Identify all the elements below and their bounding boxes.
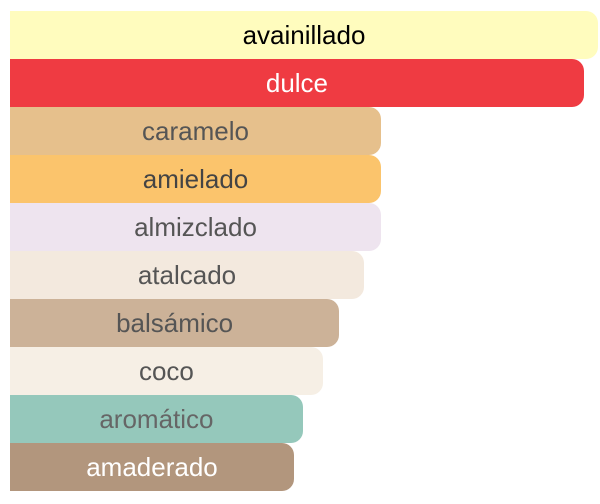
- bar-atalcado: atalcado: [10, 251, 364, 299]
- bar-almizclado: almizclado: [10, 203, 382, 251]
- bar-label: avainillado: [242, 19, 366, 50]
- bar-label: dulce: [265, 67, 329, 98]
- bar-dulce: dulce: [10, 59, 584, 107]
- bar-label: caramelo: [142, 115, 249, 146]
- bar-label: coco: [138, 355, 194, 386]
- bar-label: atalcado: [137, 259, 237, 290]
- bar-aromático: aromático: [10, 395, 303, 443]
- accords-bar-chart: avainillado dulce caramelo amielado almizcla…: [10, 11, 598, 491]
- bar-label: almizclado: [134, 211, 257, 242]
- bar-label: aromático: [99, 403, 214, 434]
- bar-label: balsámico: [116, 307, 234, 338]
- bar-label: amaderado: [86, 451, 218, 482]
- bar-avainillado: avainillado: [10, 11, 598, 59]
- bar-coco: coco: [10, 347, 323, 395]
- bar-amaderado: amaderado: [10, 443, 294, 491]
- bar-amielado: amielado: [10, 155, 382, 203]
- bar-label: amielado: [142, 163, 249, 194]
- bar-caramelo: caramelo: [10, 107, 382, 155]
- bar-balsámico: balsámico: [10, 299, 340, 347]
